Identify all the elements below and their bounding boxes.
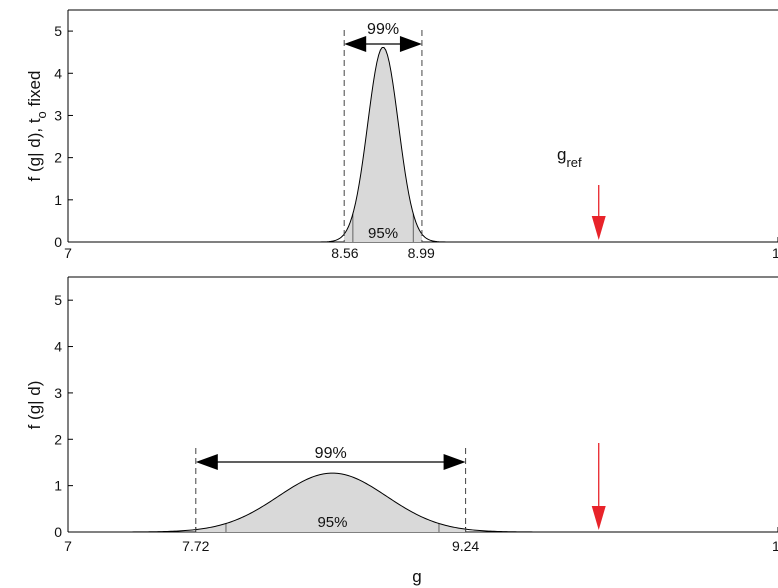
chart-1-interval-99-arrow-right [443,454,466,470]
chart-1-x-tick-label: 9.24 [452,538,479,554]
chart-1-y-tick-label: 5 [54,292,62,308]
chart-1-y-tick-label: 4 [54,339,62,355]
chart-0-y-axis-label-sub: o [34,111,49,118]
chart-0-shaded-area [344,47,422,242]
chart-0-y-axis-label: f (g| d), to fixed [25,71,49,182]
chart-1-plot: 0 1 2 3 4 5 7 7.72 9.24 11 99% 95% f (g| d) g [25,276,778,586]
chart-0-interval-99-arrow-left [344,36,367,52]
chart-1-shaded-area [195,473,466,532]
chart-0-x-tick-label: 11 [772,245,778,261]
chart-0-reference-label-main: g [557,145,566,164]
chart-1-x-axis-label: g [412,567,421,586]
chart-0-density-curve [68,46,778,242]
chart-1-y-axis-label: f (g| d) [25,381,44,430]
chart-1-y-axis-label-main: f (g| d) [25,381,44,430]
chart-0-reference-arrow-head [591,216,606,240]
chart-0-y-tick-label: 2 [54,150,62,166]
chart-0-y-tick-label: 5 [54,23,62,39]
chart-0-reference-label-sub: ref [566,155,582,170]
chart-1-x-tick-label: 7.72 [182,538,209,554]
chart-1-interval-99-label: 99% [315,445,347,462]
chart-0-y-axis-label-suffix: fixed [25,71,44,112]
chart-0-x-tick-label: 8.56 [331,245,358,261]
chart-0-y-tick-label: 3 [54,107,62,123]
chart-1-x-tick-label: 11 [772,538,778,554]
chart-0-y-tick-label: 0 [54,234,62,250]
chart-1-density-curve [68,472,778,532]
chart-1-y-tick-label: 1 [54,478,62,494]
chart-0-x-tick-label: 8.99 [408,245,435,261]
chart-0-y-tick-label: 4 [54,65,62,81]
chart-1-y-tick-label: 3 [54,385,62,401]
chart-1-y-tick-label: 2 [54,431,62,447]
chart-1-reference-arrow-head [591,506,606,530]
chart-0-reference-label: gref [557,145,582,170]
chart-0-interval-99-arrow-right [399,36,422,52]
chart-1-interval-95-label: 95% [317,514,347,531]
chart-1-interval-99-arrow-left [195,454,218,470]
chart-0-plot: 0 1 2 3 4 5 7 8.56 8.99 11 99% 95% gref f (g| d), to … [25,9,778,261]
chart-0-interval-99-label: 99% [367,21,399,38]
chart-0-y-tick-label: 1 [54,192,62,208]
chart-0-interval-95-label: 95% [368,225,398,242]
chart-0-x-tick-label: 7 [64,245,72,261]
chart-1-x-tick-label: 7 [64,538,72,554]
chart-1-y-tick-label: 0 [54,524,62,540]
chart-0-y-axis-label-main: f (g| d), t [25,118,44,181]
